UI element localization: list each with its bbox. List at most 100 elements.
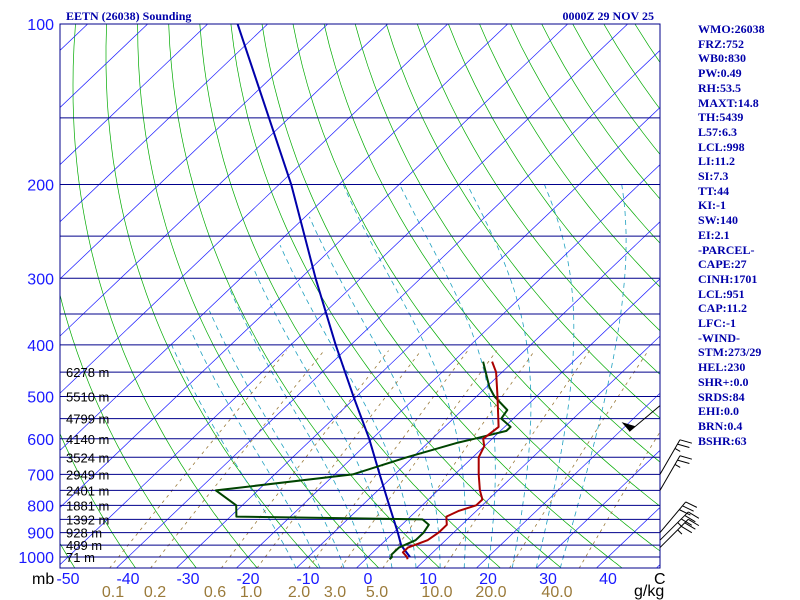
mixing-ratio-label: 0.1 — [102, 584, 124, 600]
dry-adiabat-line — [60, 432, 137, 568]
dry-adiabat-line — [448, 24, 660, 332]
pressure-tick-label: 500 — [27, 390, 54, 407]
height-label: 1881 m — [66, 498, 109, 513]
sounding-index: WB0:830 — [698, 51, 746, 66]
mixing-ratio-line — [220, 350, 389, 568]
isotherm-line — [60, 24, 208, 166]
chart-date: 0000Z 29 NOV 25 — [563, 9, 654, 23]
wind-barb-flag — [684, 522, 696, 530]
wind-barb-staff — [659, 501, 687, 533]
sounding-profiles — [214, 24, 512, 561]
isotherm-line — [295, 221, 660, 568]
sounding-index: SI:7.3 — [698, 169, 729, 184]
wind-barb — [659, 501, 698, 533]
height-label: 6278 m — [66, 365, 109, 380]
height-label: 4140 m — [66, 432, 109, 447]
sounding-index: WMO:26038 — [698, 22, 765, 36]
isotherm-line — [60, 24, 568, 508]
mixing-ratio-label: 20.0 — [475, 584, 506, 600]
wind-barb — [659, 518, 700, 548]
pressure-tick-label: 800 — [27, 498, 54, 515]
dry-adiabat-line — [230, 24, 562, 568]
isotherm-line — [415, 335, 660, 568]
wind-barb-flag — [685, 501, 698, 508]
isotherm-line — [535, 449, 660, 568]
pressure-tick-label: 100 — [27, 17, 54, 34]
pressure-tick-label: 400 — [27, 338, 54, 355]
sounding-index: -PARCEL- — [698, 242, 755, 257]
wind-barb-half-flag — [674, 448, 681, 452]
isotherm-line — [175, 106, 660, 568]
sounding-index: TT:44 — [698, 183, 730, 198]
wind-barb-flag — [679, 439, 693, 444]
wind-barb-pennant — [621, 422, 636, 432]
sounding-index: LCL:998 — [698, 139, 745, 154]
wind-barb-staff — [659, 455, 681, 491]
moist-adiabat-line — [209, 310, 345, 568]
sounding-indices-panel: WMO:26038 FRZ:752 WB0:830 PW:0.49 RH:53.5 MAX… — [698, 22, 798, 448]
pressure-tick-label: 700 — [27, 467, 54, 484]
dry-adiabat-line — [72, 24, 258, 568]
sounding-index: BRN:0.4 — [698, 418, 743, 433]
mixing-ratio-unit: g/kg — [634, 583, 664, 600]
mixing-ratio-line — [308, 350, 469, 568]
mixing-ratio-line — [578, 431, 660, 568]
temperature-unit: C — [654, 571, 666, 588]
sounding-index: MAXT:14.8 — [698, 95, 759, 110]
wind-barb — [659, 511, 700, 541]
temperature-tick-label: 20 — [479, 571, 497, 588]
height-label: 4799 m — [66, 412, 109, 427]
mixing-ratio-label: 1.0 — [240, 584, 262, 600]
temperature-trace — [401, 361, 500, 560]
wind-barb-flag — [680, 525, 693, 534]
pressure-tick-label: 300 — [27, 271, 54, 288]
sounding-index: PW:0.49 — [698, 66, 742, 81]
dry-adiabat-line — [479, 24, 660, 288]
temperature-tick-label: -10 — [296, 571, 319, 588]
moist-adiabat-line — [279, 245, 417, 568]
height-label: 2401 m — [66, 483, 109, 498]
pressure-tick-label: 200 — [27, 177, 54, 194]
mixing-ratio-line — [443, 350, 590, 568]
wind-barb-flag — [684, 515, 696, 523]
temperature-tick-label: -50 — [56, 571, 79, 588]
sounding-index: CAPE:27 — [698, 257, 747, 272]
sounding-index: CAP:11.2 — [698, 301, 747, 316]
sounding-index: FRZ:752 — [698, 36, 744, 51]
pressure-tick-label: 1000 — [18, 550, 54, 567]
temperature-tick-label: -40 — [116, 571, 139, 588]
wind-barb — [621, 405, 661, 432]
height-label: 928 m — [66, 526, 102, 541]
mixing-ratio-line — [340, 350, 498, 568]
height-label: 489 m — [66, 538, 102, 553]
wind-barb-half-flag — [674, 463, 681, 468]
parcel-trace — [236, 24, 411, 558]
height-label: 71 m — [66, 550, 95, 565]
background-grid — [60, 24, 660, 568]
wind-barb-staff — [659, 511, 689, 541]
isotherm-line — [60, 24, 628, 566]
wind-barb-staff — [659, 439, 681, 475]
isotherm-line — [60, 24, 268, 223]
wind-barb-half-flag — [677, 529, 683, 535]
temperature-tick-label: 30 — [539, 571, 557, 588]
isotherm-line — [115, 49, 660, 568]
mixing-ratio-line — [256, 350, 422, 568]
sounding-index: LI:11.2 — [698, 154, 736, 169]
sounding-index: TH:5439 — [698, 110, 744, 125]
height-label: 5510 m — [66, 390, 109, 405]
sounding-index: EI:2.1 — [698, 227, 730, 242]
wind-barb-staff — [659, 518, 689, 548]
temperature-tick-label: 0 — [364, 571, 373, 588]
sounding-index: HEL:230 — [698, 360, 746, 375]
mixing-ratio-label: 2.0 — [288, 584, 310, 600]
sounding-index: SHR+:0.0 — [698, 374, 749, 389]
dry-adiabat-line — [105, 24, 319, 568]
isotherm-line — [475, 392, 660, 568]
isotherm-line — [355, 278, 660, 568]
pressure-tick-label: 900 — [27, 526, 54, 543]
temperature-tick-label: 40 — [599, 571, 617, 588]
wind-barb-flag — [679, 455, 693, 460]
sounding-index: EHI:0.0 — [698, 404, 740, 419]
sounding-index: CINH:1701 — [698, 271, 758, 286]
